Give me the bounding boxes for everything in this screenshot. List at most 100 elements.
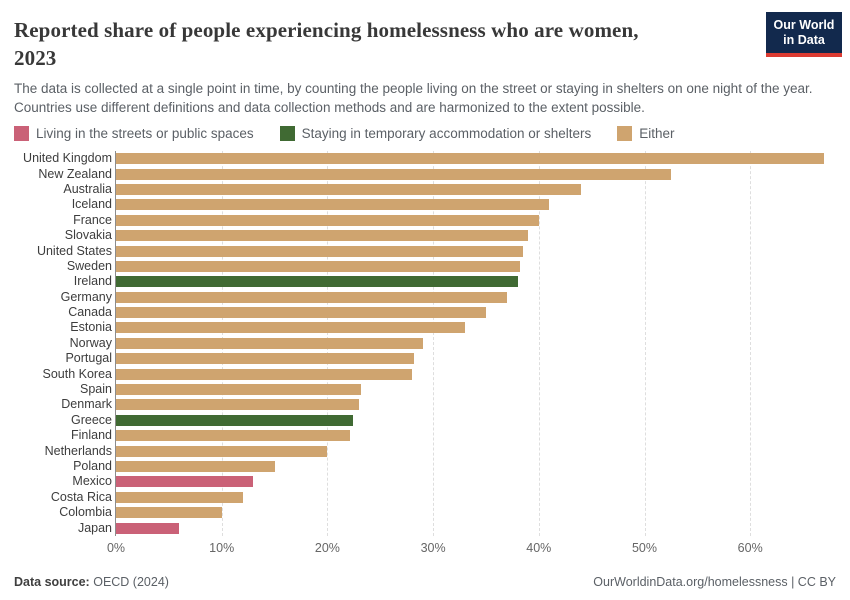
row-plot (116, 336, 850, 351)
bar-iceland[interactable] (116, 199, 550, 211)
bar-united-kingdom[interactable] (116, 153, 825, 165)
country-label: United States (36, 243, 112, 258)
bar-greece[interactable] (116, 414, 353, 426)
bar-row: Finland (0, 428, 850, 443)
title-line2: 2023 (14, 46, 57, 70)
row-plot (116, 320, 850, 335)
bar-canada[interactable] (116, 307, 486, 319)
bar-chart: United Kingdom New Zealand Australia Icelan… (0, 151, 850, 536)
row-plot (116, 413, 850, 428)
bar-rows: United Kingdom New Zealand Australia Icelan… (0, 151, 850, 536)
country-label: Germany (60, 289, 112, 304)
bar-row: Denmark (0, 397, 850, 412)
bar-poland[interactable] (116, 461, 275, 472)
bar-row: Australia (0, 182, 850, 197)
row-plot (116, 228, 850, 243)
gridline (433, 151, 435, 536)
country-label: United Kingdom (23, 151, 112, 166)
bar-row: Mexico (0, 474, 850, 489)
owid-logo-line1: Our World (773, 18, 835, 32)
legend-label: Staying in temporary accommodation or sh… (301, 126, 592, 141)
legend-item-shelters[interactable]: Staying in temporary accommodation or sh… (279, 126, 592, 141)
country-label: South Korea (42, 366, 113, 381)
country-label: Costa Rica (50, 489, 112, 504)
row-plot (116, 182, 850, 197)
bar-netherlands[interactable] (116, 445, 328, 457)
row-plot (116, 305, 850, 320)
credit-link[interactable]: OurWorldinData.org/homelessness | CC BY (593, 575, 836, 589)
gridline (644, 151, 646, 536)
bar-row: Norway (0, 336, 850, 351)
country-label: Greece (71, 412, 112, 427)
chart-subtitle: The data is collected at a single point … (14, 81, 813, 115)
bar-row: Netherlands (0, 443, 850, 458)
bar-row: Greece (0, 413, 850, 428)
data-source-label: Data source: (14, 575, 90, 589)
legend-item-streets[interactable]: Living in the streets or public spaces (14, 126, 254, 141)
country-label: Sweden (66, 258, 112, 273)
row-plot (116, 397, 850, 412)
page-title: Reported share of people experiencing ho… (14, 16, 759, 72)
bar-japan[interactable] (116, 522, 180, 534)
bar-row: Portugal (0, 351, 850, 366)
bar-united-states[interactable] (116, 245, 523, 257)
bar-row: Spain (0, 382, 850, 397)
bar-row: Slovakia (0, 228, 850, 243)
bar-row: New Zealand (0, 166, 850, 181)
data-source-value: OECD (2024) (93, 575, 169, 589)
bar-row: Estonia (0, 320, 850, 335)
owid-logo[interactable]: Our World in Data (766, 12, 842, 57)
row-plot (116, 459, 850, 474)
country-label: Poland (73, 459, 112, 473)
bar-portugal[interactable] (116, 353, 415, 365)
bar-costa-rica[interactable] (116, 491, 243, 503)
bar-new-zealand[interactable] (116, 168, 671, 180)
country-label: Colombia (59, 505, 112, 520)
bar-france[interactable] (116, 214, 539, 226)
country-label: Canada (68, 305, 112, 320)
bar-ireland[interactable] (116, 276, 518, 288)
bar-germany[interactable] (116, 291, 508, 303)
x-axis-tick: 20% (314, 541, 340, 555)
bar-row: Ireland (0, 274, 850, 289)
row-plot (116, 474, 850, 489)
x-axis-tick: 10% (209, 541, 235, 555)
legend-item-either[interactable]: Either (617, 126, 675, 141)
bar-estonia[interactable] (116, 322, 465, 334)
row-plot (116, 274, 850, 289)
x-axis-tick: 50% (631, 541, 658, 555)
bar-row: Sweden (0, 259, 850, 274)
country-label: Mexico (72, 474, 112, 489)
bar-norway[interactable] (116, 337, 423, 349)
country-label: Iceland (71, 197, 112, 212)
bar-spain[interactable] (116, 384, 362, 396)
row-plot (116, 443, 850, 458)
bar-row: South Korea (0, 366, 850, 381)
bar-australia[interactable] (116, 183, 582, 195)
header: Reported share of people experiencing ho… (0, 0, 850, 117)
x-axis-tick: 60% (737, 541, 763, 555)
gridline (538, 151, 540, 536)
bar-south-korea[interactable] (116, 368, 412, 380)
bar-mexico[interactable] (116, 476, 254, 488)
country-label: Finland (71, 428, 112, 443)
row-plot (116, 366, 850, 381)
row-plot (116, 166, 850, 181)
bar-denmark[interactable] (116, 399, 360, 411)
bar-row: France (0, 213, 850, 228)
title-line1: Reported share of people experiencing ho… (14, 18, 639, 42)
x-axis-tick: 40% (526, 541, 552, 555)
bar-sweden[interactable] (116, 260, 520, 272)
bar-slovakia[interactable] (116, 230, 529, 242)
data-source: Data source: OECD (2024) (14, 575, 169, 589)
bar-row: Costa Rica (0, 490, 850, 505)
bar-finland[interactable] (116, 430, 350, 442)
country-label: Slovakia (64, 228, 112, 243)
legend-label: Either (639, 126, 675, 141)
row-plot (116, 428, 850, 443)
bar-colombia[interactable] (116, 507, 222, 519)
legend-swatch-icon (14, 126, 29, 141)
bar-row: Poland (0, 459, 850, 474)
row-plot (116, 351, 850, 366)
